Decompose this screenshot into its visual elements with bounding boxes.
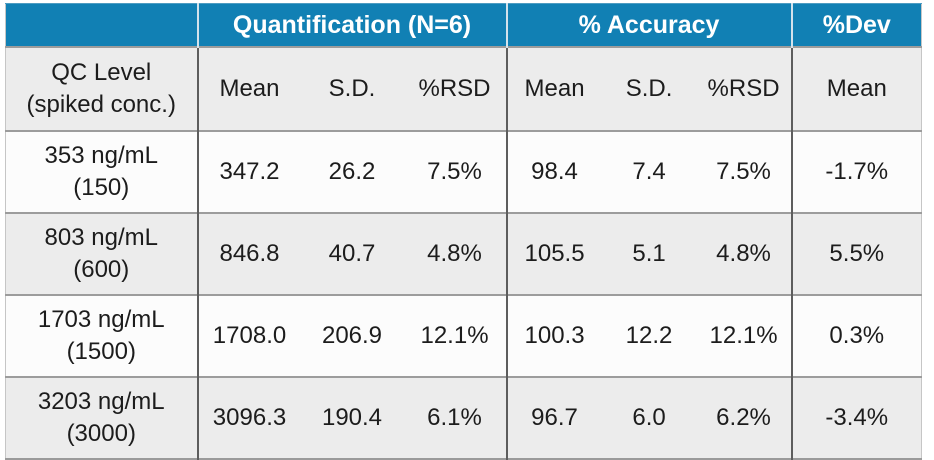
qc-level-cell: 3203 ng/mL (3000) xyxy=(5,376,198,459)
accuracy-rsd-value: 12.1% xyxy=(696,294,792,377)
accuracy-mean-header: Mean xyxy=(505,46,602,131)
qc-level-header-line2: (spiked conc.) xyxy=(26,91,176,118)
quant-sd-header: S.D. xyxy=(300,46,404,131)
accuracy-mean-value: 100.3 xyxy=(505,294,602,377)
quant-mean-value: 846.8 xyxy=(196,212,301,295)
quant-rsd-value: 7.5% xyxy=(403,130,507,213)
qc-level-cell: 803 ng/mL (600) xyxy=(5,212,198,295)
accuracy-sd-value: 7.4 xyxy=(601,130,697,213)
qc-level-header: QC Level (spiked conc.) xyxy=(5,46,198,131)
accuracy-sd-value: 6.0 xyxy=(601,376,697,459)
accuracy-rsd-value: 4.8% xyxy=(696,212,792,295)
group-header-qc-empty xyxy=(5,3,198,47)
dev-mean-header: Mean xyxy=(790,46,922,131)
qc-level-spiked: (150) xyxy=(73,174,130,201)
qc-level-cell: 353 ng/mL (150) xyxy=(5,130,198,213)
quant-rsd-value: 6.1% xyxy=(403,376,507,459)
group-header-quantification: Quantification (N=6) xyxy=(196,3,507,47)
accuracy-sd-value: 12.2 xyxy=(601,294,697,377)
qc-level-header-line1: QC Level xyxy=(51,59,152,87)
dev-mean-value: -1.7% xyxy=(790,130,922,213)
quant-sd-value: 206.9 xyxy=(300,294,404,377)
quant-rsd-header: %RSD xyxy=(403,46,507,131)
qc-level-cell: 1703 ng/mL (1500) xyxy=(5,294,198,377)
table-row: 1703 ng/mL (1500) 1708.0 206.9 12.1% 100… xyxy=(5,294,922,377)
qc-level-spiked: (600) xyxy=(73,256,130,283)
quant-sd-value: 40.7 xyxy=(300,212,404,295)
quant-mean-value: 347.2 xyxy=(196,130,301,213)
table-row: 803 ng/mL (600) 846.8 40.7 4.8% 105.5 5.… xyxy=(5,212,922,295)
accuracy-rsd-value: 7.5% xyxy=(696,130,792,213)
quant-mean-value: 3096.3 xyxy=(196,376,301,459)
quant-sd-value: 26.2 xyxy=(300,130,404,213)
quant-mean-header: Mean xyxy=(196,46,301,131)
group-header-dev: %Dev xyxy=(790,3,922,47)
quant-sd-value: 190.4 xyxy=(300,376,404,459)
accuracy-mean-value: 96.7 xyxy=(505,376,602,459)
accuracy-mean-value: 105.5 xyxy=(505,212,602,295)
qc-level-spiked: (1500) xyxy=(66,338,136,365)
quant-rsd-value: 4.8% xyxy=(403,212,507,295)
accuracy-mean-value: 98.4 xyxy=(505,130,602,213)
sub-header-row: QC Level (spiked conc.) Mean S.D. %RSD M… xyxy=(5,46,922,131)
group-header-accuracy: % Accuracy xyxy=(505,3,792,47)
dev-mean-value: 0.3% xyxy=(790,294,922,377)
qc-level-conc: 1703 ng/mL xyxy=(37,306,165,334)
quant-rsd-value: 12.1% xyxy=(403,294,507,377)
accuracy-rsd-value: 6.2% xyxy=(696,376,792,459)
quant-mean-value: 1708.0 xyxy=(196,294,301,377)
qc-level-conc: 3203 ng/mL xyxy=(37,388,165,416)
accuracy-rsd-header: %RSD xyxy=(696,46,792,131)
qc-results-table: Quantification (N=6) % Accuracy %Dev QC … xyxy=(5,3,923,460)
table-row: 3203 ng/mL (3000) 3096.3 190.4 6.1% 96.7… xyxy=(5,376,922,459)
table-row: 353 ng/mL (150) 347.2 26.2 7.5% 98.4 7.4… xyxy=(5,130,922,213)
qc-level-conc: 803 ng/mL xyxy=(44,224,158,252)
accuracy-sd-value: 5.1 xyxy=(601,212,697,295)
group-header-row: Quantification (N=6) % Accuracy %Dev xyxy=(5,3,922,47)
dev-mean-value: 5.5% xyxy=(790,212,922,295)
qc-level-spiked: (3000) xyxy=(66,420,136,447)
accuracy-sd-header: S.D. xyxy=(601,46,697,131)
dev-mean-value: -3.4% xyxy=(790,376,922,459)
qc-level-conc: 353 ng/mL xyxy=(44,142,158,170)
